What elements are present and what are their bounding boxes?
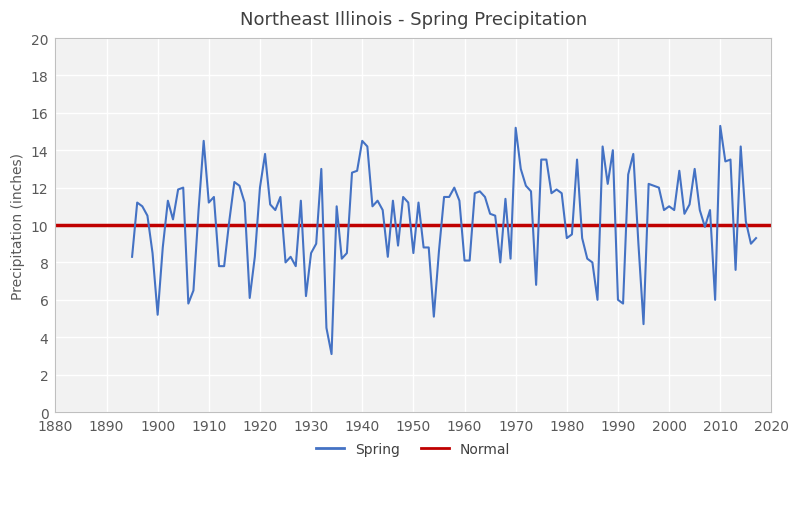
Spring bbox=[127, 255, 137, 261]
Spring bbox=[715, 124, 725, 130]
Spring bbox=[326, 351, 336, 358]
Spring bbox=[189, 288, 198, 294]
Spring bbox=[751, 236, 761, 242]
Title: Northeast Illinois - Spring Precipitation: Northeast Illinois - Spring Precipitatio… bbox=[240, 11, 587, 29]
Spring bbox=[306, 250, 316, 257]
Spring bbox=[638, 322, 648, 328]
Legend: Spring, Normal: Spring, Normal bbox=[311, 436, 516, 461]
Y-axis label: Precipitation (inches): Precipitation (inches) bbox=[11, 152, 25, 299]
Spring bbox=[163, 198, 173, 205]
Spring bbox=[403, 200, 413, 206]
Spring bbox=[199, 138, 209, 144]
Line: Spring: Spring bbox=[132, 127, 756, 355]
